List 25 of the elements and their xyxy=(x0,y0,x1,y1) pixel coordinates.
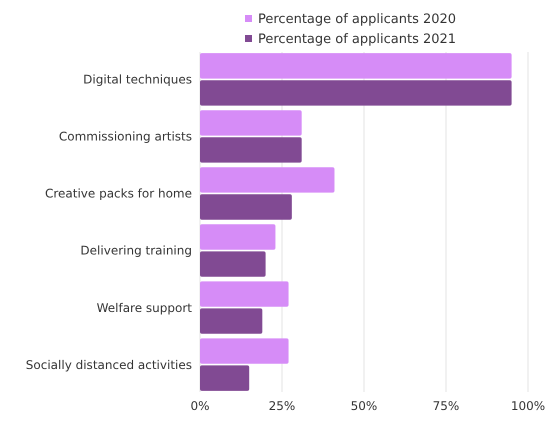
bar xyxy=(200,251,266,277)
x-tick-label: 25% xyxy=(268,399,296,413)
y-tick-label: Commissioning artists xyxy=(58,130,192,144)
legend-label: Percentage of applicants 2021 xyxy=(258,32,456,47)
y-tick-label: Creative packs for home xyxy=(44,186,192,201)
x-tick-label: 75% xyxy=(432,399,460,413)
y-tick-label: Welfare support xyxy=(96,300,192,315)
x-tick-label: 50% xyxy=(350,399,378,413)
y-tick-label: Digital techniques xyxy=(83,72,192,87)
bar xyxy=(200,338,289,364)
bar xyxy=(200,167,334,193)
bar xyxy=(200,194,292,220)
bar xyxy=(200,110,302,136)
y-tick-label: Delivering training xyxy=(80,244,192,258)
bar xyxy=(200,80,512,106)
x-tick-label: 0% xyxy=(190,399,210,413)
bar xyxy=(200,365,250,391)
bar xyxy=(200,281,289,307)
bar xyxy=(200,224,276,250)
x-tick-label: 100% xyxy=(510,399,546,413)
y-tick-label: Socially distanced activities xyxy=(26,358,192,372)
legend-label: Percentage of applicants 2020 xyxy=(258,12,456,27)
bar xyxy=(200,137,302,163)
bar xyxy=(200,53,512,79)
bar xyxy=(200,308,262,334)
